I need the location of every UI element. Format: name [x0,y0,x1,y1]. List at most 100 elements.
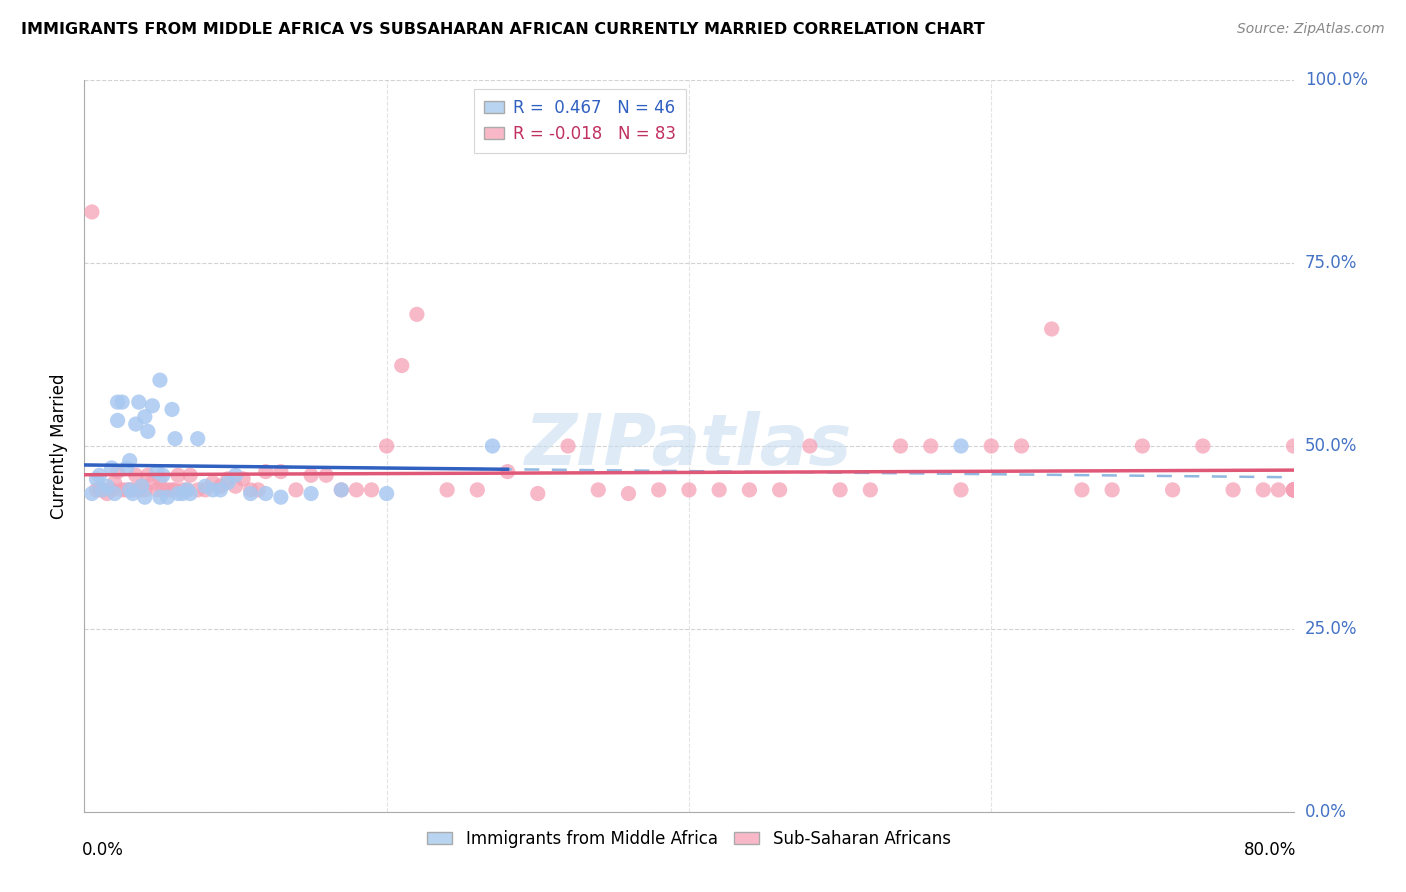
Point [91,483,114,497]
Text: 75.0%: 75.0% [1305,254,1357,272]
Point [1192,439,1215,453]
Point [165,483,187,497]
Point [406,307,429,321]
Point [149,490,172,504]
Point [527,486,550,500]
Point [146,465,169,479]
Point [107,465,129,479]
Point [194,479,217,493]
Point [107,395,129,409]
Point [1101,483,1123,497]
Point [481,439,503,453]
Point [134,490,156,504]
Point [176,483,198,497]
Point [118,453,141,467]
Text: 50.0%: 50.0% [1305,437,1357,455]
Text: Source: ZipAtlas.com: Source: ZipAtlas.com [1237,22,1385,37]
Point [100,461,122,475]
Point [131,479,153,493]
Point [1011,439,1033,453]
Point [1282,483,1305,497]
Point [167,486,190,500]
Point [128,483,150,497]
Point [172,483,194,497]
Point [799,439,821,453]
Point [285,483,308,497]
Point [187,483,209,497]
Point [436,483,458,497]
Point [1040,322,1063,336]
Text: IMMIGRANTS FROM MIDDLE AFRICA VS SUBSAHARAN AFRICAN CURRENTLY MARRIED CORRELATIO: IMMIGRANTS FROM MIDDLE AFRICA VS SUBSAHA… [21,22,984,37]
Point [89,468,111,483]
Point [239,486,262,500]
Point [588,483,610,497]
Point [179,468,201,483]
Point [152,483,174,497]
Point [167,468,190,483]
Point [125,468,148,483]
Point [172,486,194,500]
Point [270,490,292,504]
Point [115,461,138,475]
Point [111,395,134,409]
Point [375,439,398,453]
Point [299,468,322,483]
Point [107,413,129,427]
Point [176,483,198,497]
Text: 25.0%: 25.0% [1305,620,1357,638]
Point [96,486,118,500]
Point [118,483,141,497]
Point [217,475,239,490]
Text: ZIPatlas: ZIPatlas [526,411,852,481]
Point [209,479,232,493]
Point [1282,483,1305,497]
Point [201,475,224,490]
Point [1222,483,1244,497]
Point [1282,483,1305,497]
Legend: Immigrants from Middle Africa, Sub-Saharan Africans: Immigrants from Middle Africa, Sub-Sahar… [420,823,957,855]
Point [136,468,159,483]
Point [131,479,153,493]
Point [1267,483,1289,497]
Point [80,205,103,219]
Point [134,409,156,424]
Point [225,479,247,493]
Point [247,483,270,497]
Point [617,486,640,500]
Point [890,439,912,453]
Point [104,475,127,490]
Point [738,483,761,497]
Point [225,468,247,483]
Point [118,483,141,497]
Point [1161,483,1184,497]
Point [391,359,413,373]
Point [86,472,108,486]
Point [254,465,277,479]
Point [648,483,671,497]
Point [100,483,122,497]
Point [1282,439,1305,453]
Point [239,483,262,497]
Text: 0.0%: 0.0% [1305,803,1347,821]
Point [232,472,254,486]
Point [1253,483,1275,497]
Point [1071,483,1094,497]
Point [201,483,224,497]
Point [375,486,398,500]
Point [769,483,792,497]
Point [121,486,143,500]
Point [89,483,111,497]
Point [121,483,143,497]
Point [187,432,209,446]
Point [111,483,134,497]
Point [830,483,852,497]
Point [920,439,942,453]
Point [496,465,519,479]
Point [86,483,108,497]
Point [330,483,353,497]
Point [1282,483,1305,497]
Point [160,483,183,497]
Point [134,483,156,497]
Y-axis label: Currently Married: Currently Married [51,373,69,519]
Point [209,483,232,497]
